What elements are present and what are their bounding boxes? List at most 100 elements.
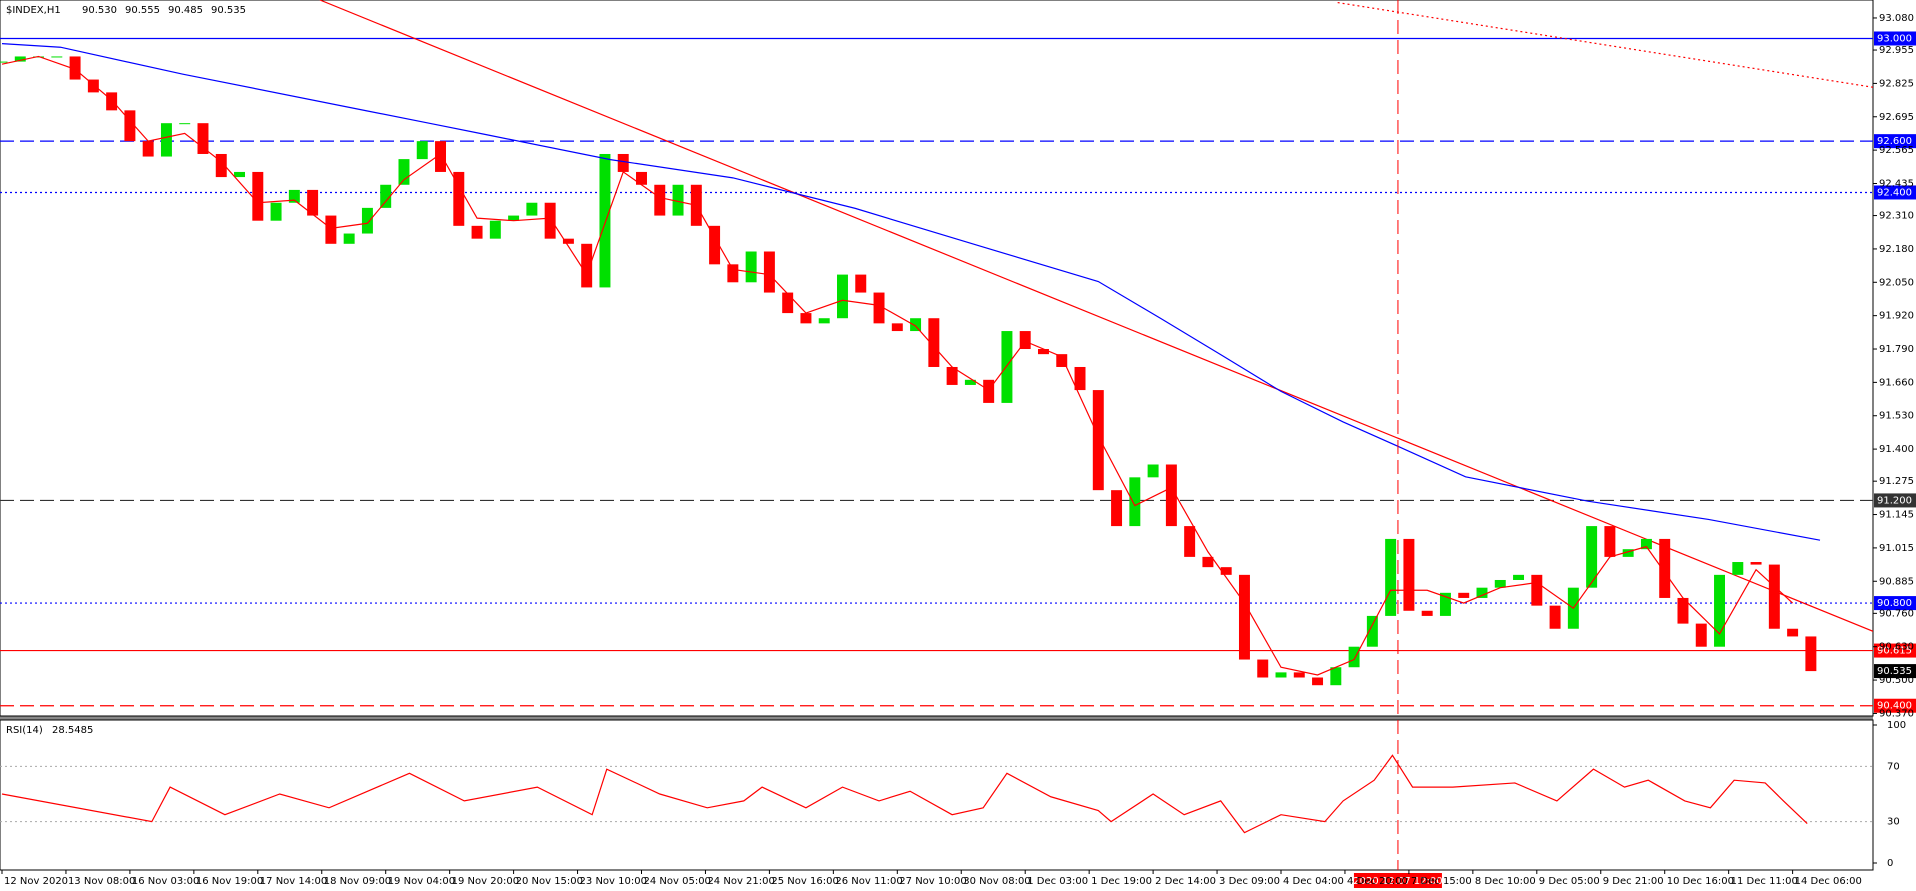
x-tick-label: 10 Dec 16:00 bbox=[1667, 876, 1734, 887]
candle bbox=[1312, 677, 1324, 686]
candle bbox=[1549, 605, 1561, 629]
trendline bbox=[1337, 1, 1873, 88]
candle bbox=[380, 184, 392, 208]
y-tick-label: 92.180 bbox=[1879, 244, 1914, 255]
y-tick-label: 92.435 bbox=[1879, 178, 1914, 189]
x-tick-label: 7 Dec 15:00 bbox=[1411, 876, 1472, 887]
rsi-tick-label: 100 bbox=[1887, 720, 1906, 731]
ma-fast bbox=[1, 55, 1794, 676]
x-tick-label: 9 Dec 21:00 bbox=[1603, 876, 1664, 887]
x-tick-label: 25 Nov 16:00 bbox=[771, 876, 838, 887]
x-tick-label: 8 Dec 10:00 bbox=[1475, 876, 1536, 887]
x-tick-label: 11 Dec 11:00 bbox=[1731, 876, 1798, 887]
candle bbox=[14, 56, 26, 62]
candle bbox=[471, 225, 483, 239]
candle bbox=[1129, 477, 1141, 527]
candle bbox=[1622, 549, 1634, 557]
x-tick-label: 14 Dec 06:00 bbox=[1795, 876, 1862, 887]
x-tick-label: 4 Dec 04:00 bbox=[1283, 876, 1344, 887]
y-tick-label: 90.630 bbox=[1879, 642, 1914, 653]
candle bbox=[654, 184, 666, 216]
candle bbox=[1403, 538, 1415, 611]
y-tick-label: 92.825 bbox=[1879, 78, 1914, 89]
candle bbox=[343, 233, 355, 244]
candle bbox=[581, 243, 593, 288]
level-box bbox=[1874, 185, 1916, 200]
candle bbox=[636, 171, 647, 185]
trendline bbox=[319, 0, 1873, 632]
symbol: $INDEX,H1 bbox=[6, 5, 61, 16]
candle bbox=[416, 141, 428, 160]
candle bbox=[1366, 615, 1378, 647]
y-tick-label: 91.400 bbox=[1879, 444, 1914, 455]
candle bbox=[508, 215, 520, 221]
candle bbox=[617, 153, 629, 172]
candle bbox=[1732, 562, 1744, 575]
rsi-title: RSI(14) bbox=[6, 725, 43, 736]
level-label: 91.200 bbox=[1877, 495, 1912, 506]
level-label: 92.600 bbox=[1877, 136, 1912, 147]
candle bbox=[398, 159, 410, 185]
rsi-plot bbox=[0, 754, 1873, 834]
candle bbox=[1165, 464, 1177, 527]
candle bbox=[142, 141, 154, 157]
overlay: 2020.12.07 12:00 93.000 92.600 92.400 91.200… bbox=[1353, 0, 1916, 888]
x-tick-label: 19 Nov 20:00 bbox=[452, 876, 519, 887]
x-tick-label: 1 Dec 19:00 bbox=[1091, 876, 1152, 887]
crosshair-label: 2020.12.07 12:00 bbox=[1353, 876, 1442, 887]
candle bbox=[1586, 526, 1598, 588]
y-tick-label: 91.790 bbox=[1879, 344, 1914, 355]
y-tick-label: 91.920 bbox=[1879, 311, 1914, 322]
y-tick-label: 91.015 bbox=[1879, 543, 1914, 554]
candle bbox=[270, 202, 282, 221]
candle bbox=[1238, 574, 1250, 660]
x-tick-label: 2 Dec 14:00 bbox=[1155, 876, 1216, 887]
candle bbox=[87, 79, 99, 93]
y-tick-label: 92.695 bbox=[1879, 112, 1914, 123]
candle bbox=[215, 153, 227, 178]
level-box bbox=[1874, 643, 1916, 658]
candle bbox=[526, 202, 538, 216]
candle bbox=[1677, 597, 1689, 624]
candle bbox=[1330, 667, 1342, 686]
quote-value: 90.530 bbox=[82, 5, 117, 16]
candle bbox=[709, 225, 721, 265]
x-tick-label: 16 Nov 19:00 bbox=[196, 876, 263, 887]
x-tick-label: 1 Dec 03:00 bbox=[1027, 876, 1088, 887]
candle bbox=[782, 292, 794, 314]
candle bbox=[51, 56, 63, 58]
x-tick-label: 24 Nov 05:00 bbox=[644, 876, 711, 887]
candle bbox=[1659, 538, 1671, 598]
candle bbox=[800, 313, 812, 324]
candle bbox=[727, 264, 739, 283]
candle bbox=[1768, 564, 1780, 629]
x-tick-label: 17 Nov 14:00 bbox=[260, 876, 327, 887]
candle bbox=[1348, 646, 1360, 668]
candle bbox=[1385, 538, 1397, 616]
candle bbox=[197, 123, 209, 154]
level-box bbox=[1874, 493, 1916, 508]
candle bbox=[1257, 659, 1269, 678]
candle bbox=[1805, 636, 1817, 672]
candle bbox=[763, 251, 775, 293]
candle bbox=[1019, 331, 1031, 350]
candle bbox=[818, 318, 830, 324]
candle bbox=[928, 318, 940, 367]
candle bbox=[1787, 628, 1799, 637]
y-tick-label: 91.530 bbox=[1879, 411, 1914, 422]
candle bbox=[435, 141, 446, 172]
y-tick-label: 90.885 bbox=[1879, 576, 1914, 587]
candle bbox=[69, 56, 81, 80]
x-tick-label: 16 Nov 03:00 bbox=[132, 876, 199, 887]
candle bbox=[234, 171, 246, 178]
candle bbox=[307, 189, 319, 216]
y-tick-label: 90.370 bbox=[1879, 708, 1914, 719]
y-tick-label: 91.145 bbox=[1879, 510, 1914, 521]
level-box bbox=[1874, 134, 1916, 149]
candle bbox=[1074, 366, 1086, 391]
rsi-panel bbox=[0, 719, 1874, 871]
candle bbox=[1220, 567, 1232, 575]
candle bbox=[1037, 349, 1049, 355]
x-tick-label: 12 Nov 2020 bbox=[4, 876, 68, 887]
